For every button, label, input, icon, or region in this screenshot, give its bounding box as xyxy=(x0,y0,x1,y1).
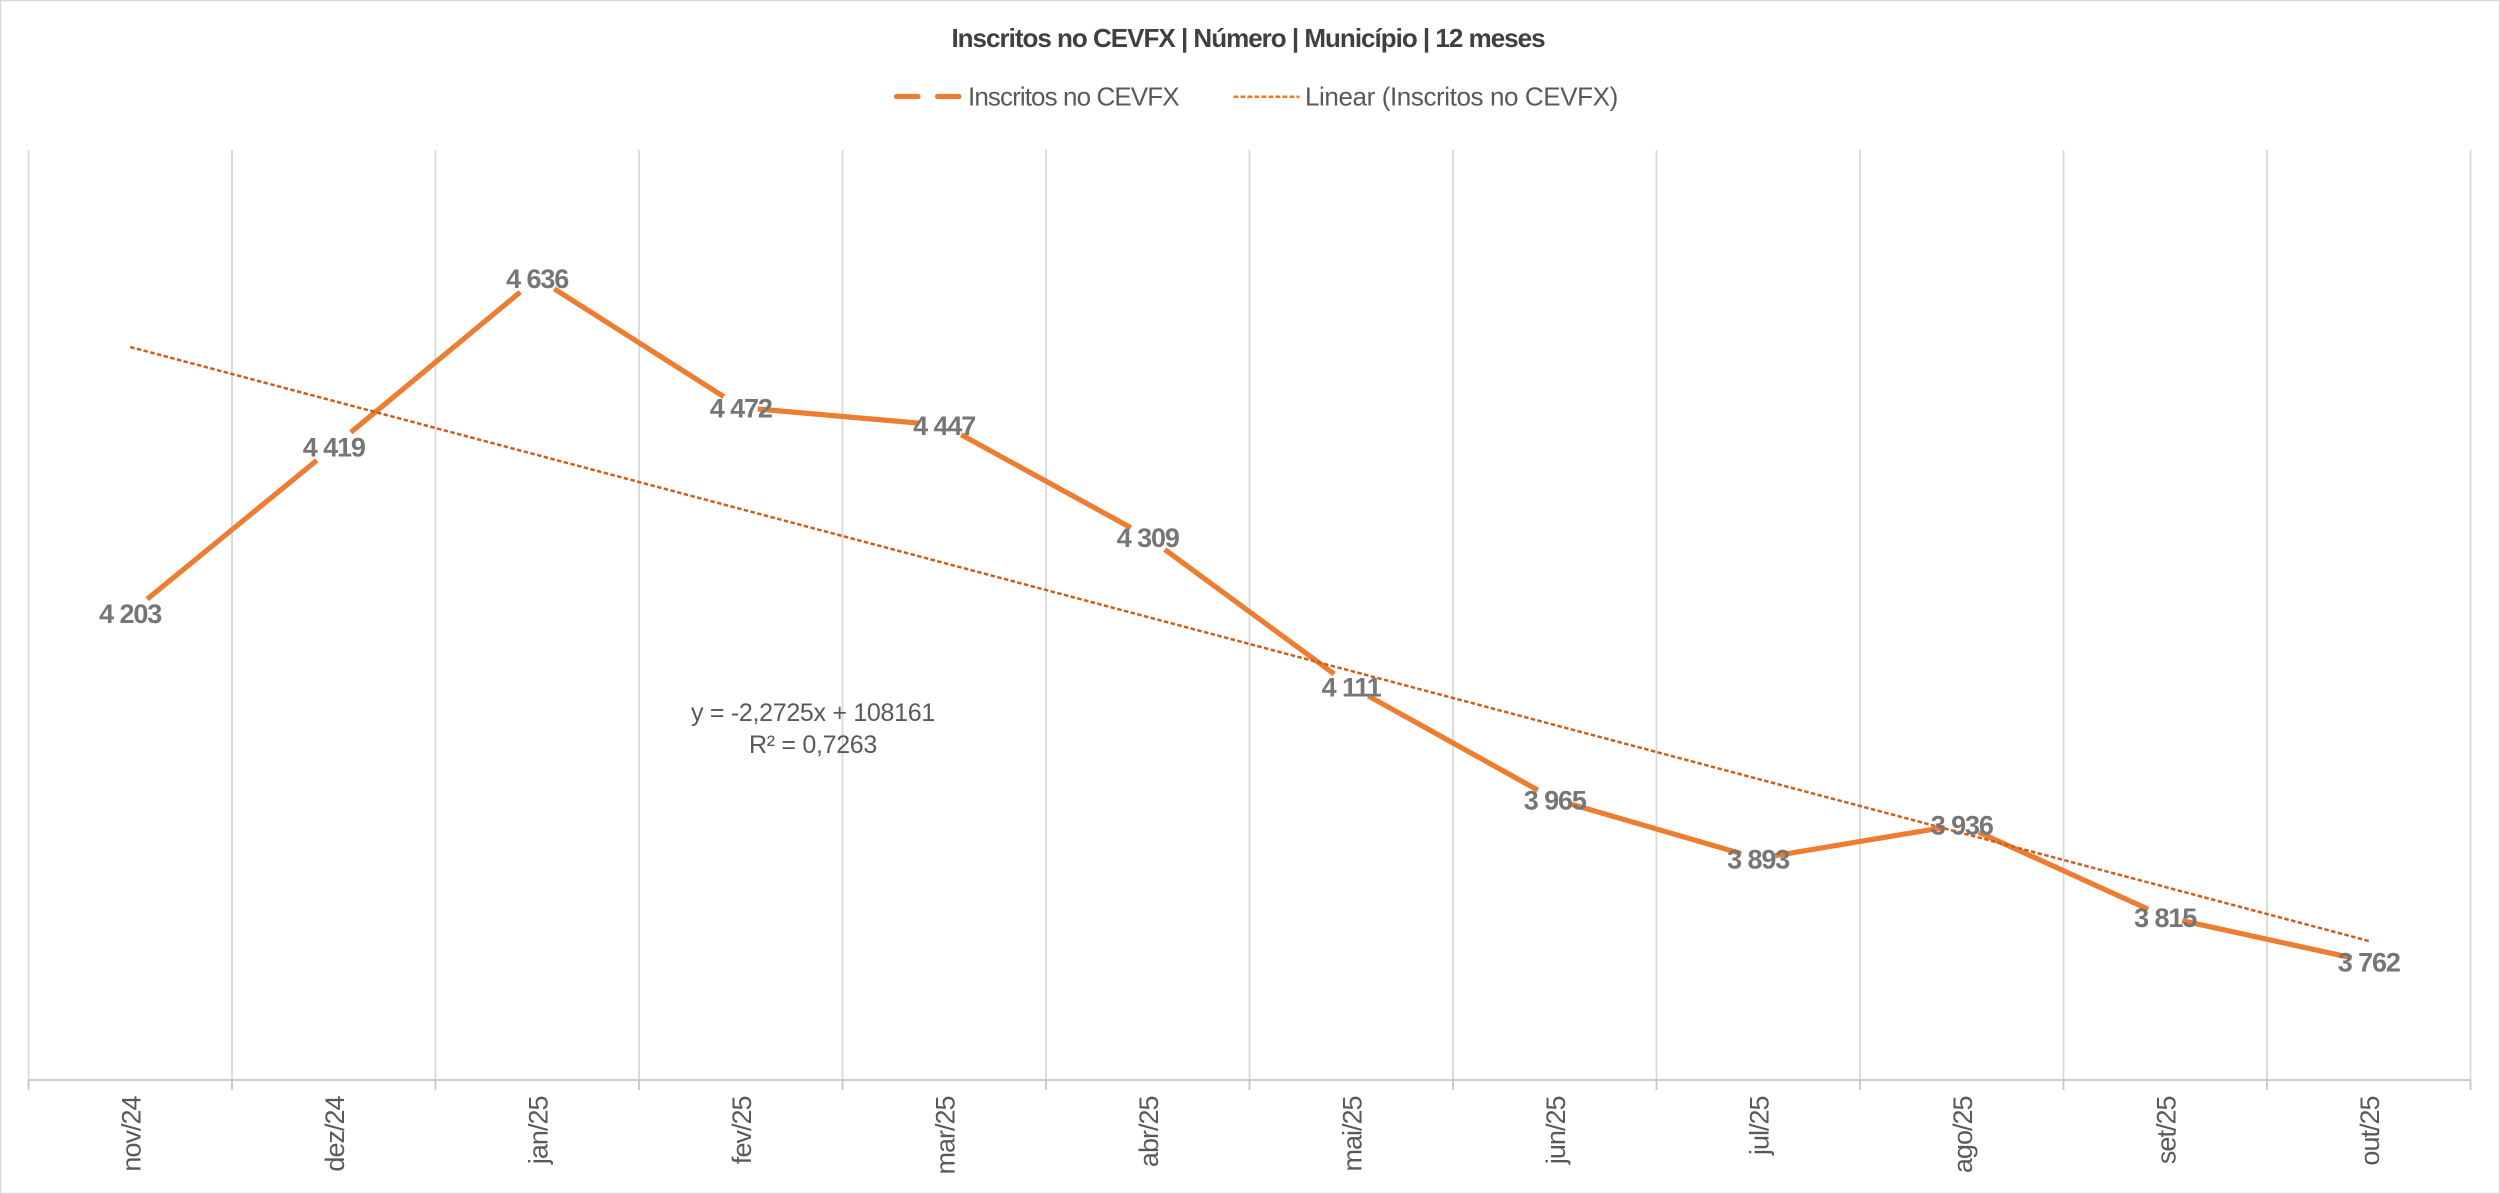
svg-text:nov/24: nov/24 xyxy=(117,1096,147,1172)
svg-text:4 111: 4 111 xyxy=(1322,672,1382,702)
svg-text:3 936: 3 936 xyxy=(1931,810,1994,840)
svg-text:jul/25: jul/25 xyxy=(1745,1097,1775,1157)
svg-text:ago/25: ago/25 xyxy=(1948,1097,1978,1174)
svg-text:4 419: 4 419 xyxy=(303,432,366,462)
svg-text:Inscritos no CEVFX: Inscritos no CEVFX xyxy=(968,82,1179,112)
svg-text:Linear (Inscritos no CEVFX): Linear (Inscritos no CEVFX) xyxy=(1305,82,1618,112)
svg-text:4 447: 4 447 xyxy=(913,411,975,441)
svg-text:R² = 0,7263: R² = 0,7263 xyxy=(749,731,877,759)
svg-text:set/25: set/25 xyxy=(2152,1097,2182,1165)
svg-text:fev/25: fev/25 xyxy=(727,1097,757,1165)
svg-text:y = -2,2725x + 108161: y = -2,2725x + 108161 xyxy=(691,699,935,727)
svg-text:4 203: 4 203 xyxy=(99,599,162,629)
svg-text:mai/25: mai/25 xyxy=(1338,1097,1368,1172)
svg-text:3 893: 3 893 xyxy=(1727,844,1790,874)
svg-text:3 762: 3 762 xyxy=(2338,947,2400,977)
svg-text:mar/25: mar/25 xyxy=(931,1097,961,1175)
svg-text:abr/25: abr/25 xyxy=(1134,1097,1164,1168)
svg-text:jun/25: jun/25 xyxy=(1541,1097,1571,1166)
svg-text:4 636: 4 636 xyxy=(506,264,569,294)
svg-text:4 472: 4 472 xyxy=(710,393,772,423)
svg-text:3 815: 3 815 xyxy=(2134,903,2197,933)
svg-text:out/25: out/25 xyxy=(2355,1097,2385,1166)
svg-text:jan/25: jan/25 xyxy=(524,1097,554,1166)
svg-text:Inscritos no CEVFX | Número |: Inscritos no CEVFX | Número | Município … xyxy=(951,23,1545,53)
svg-text:4 309: 4 309 xyxy=(1117,523,1180,553)
svg-text:dez/24: dez/24 xyxy=(320,1096,350,1172)
svg-text:3 965: 3 965 xyxy=(1524,785,1587,815)
